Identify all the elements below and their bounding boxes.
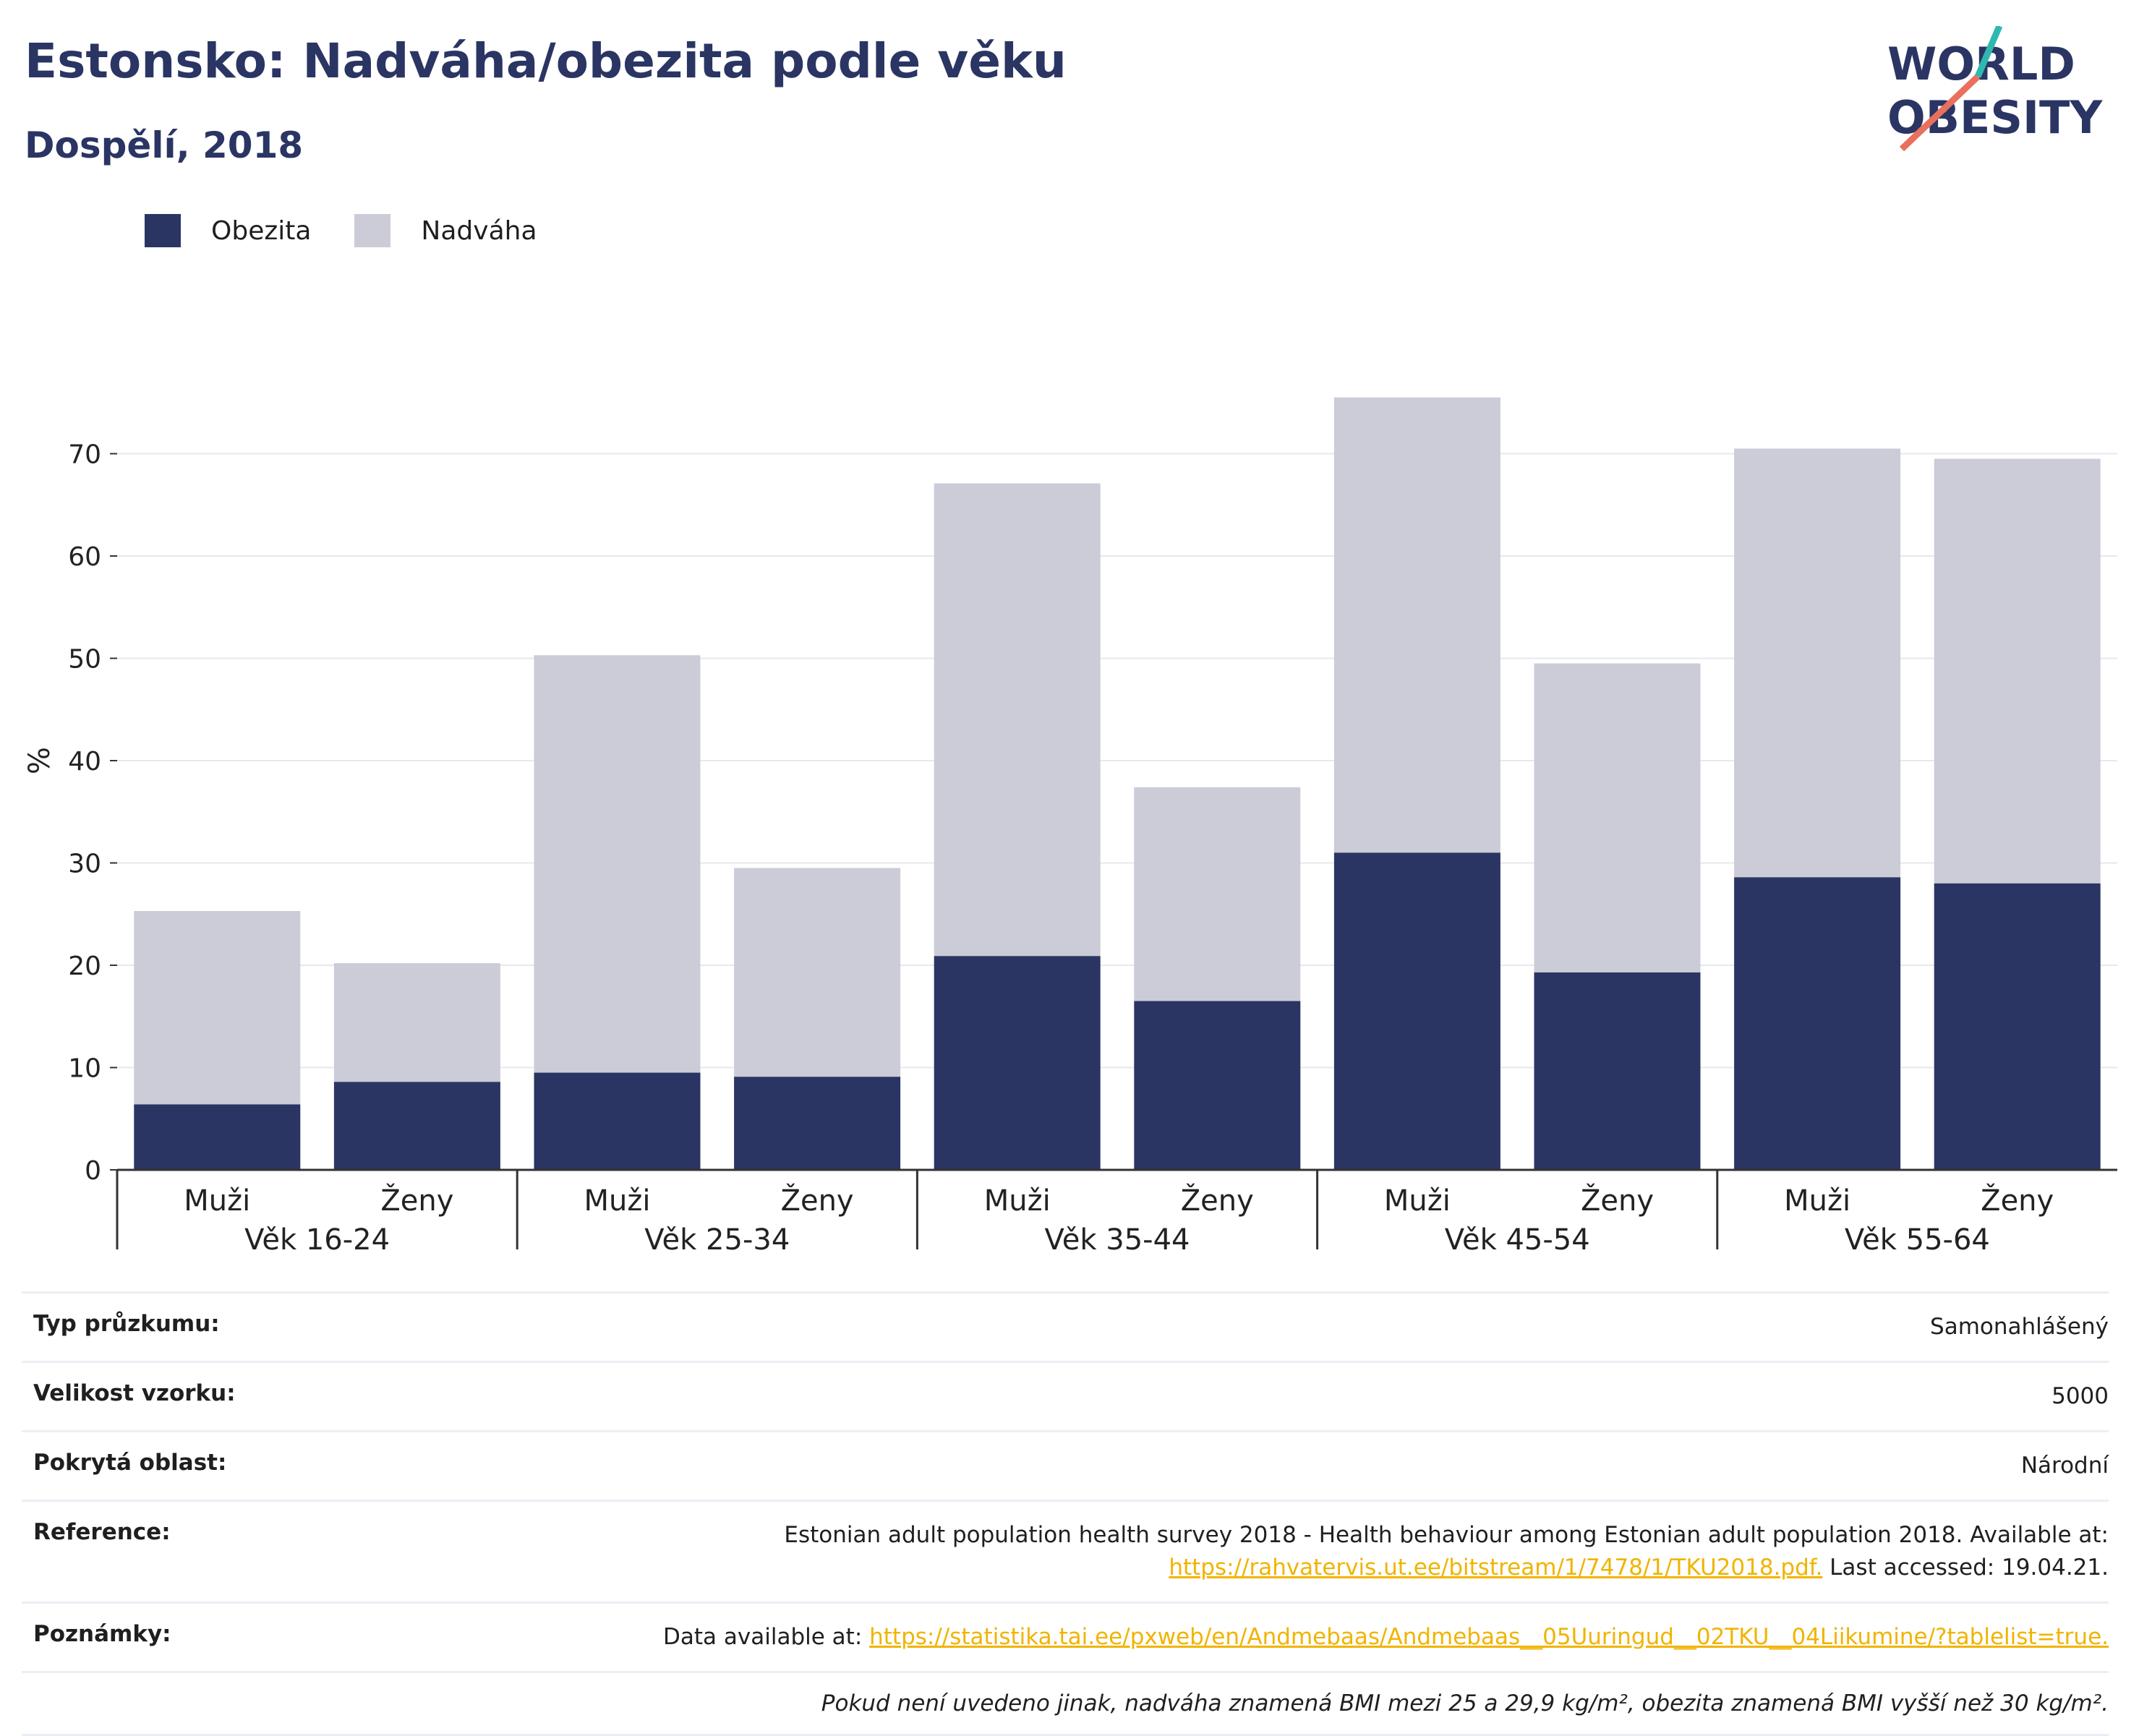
bar-overweight <box>1134 787 1301 1001</box>
bar-overweight <box>1734 448 1901 878</box>
y-tick-label: 10 <box>68 1054 101 1084</box>
x-category-label: Muži <box>1784 1184 1850 1218</box>
x-group-label: Věk 35-44 <box>1045 1223 1190 1257</box>
meta-row-notes: Poznámky: Data available at: https://sta… <box>22 1601 2109 1671</box>
meta-label: Poznámky: <box>33 1620 171 1647</box>
meta-value-notes: Data available at: https://statistika.ta… <box>663 1621 2109 1654</box>
bar-obesity <box>1134 1001 1301 1170</box>
x-category-label: Muži <box>984 1184 1051 1218</box>
meta-row-area: Pokrytá oblast: Národní <box>22 1429 2109 1500</box>
bar-overweight <box>333 963 500 1082</box>
legend-item-obesity[interactable]: Obezita <box>145 214 311 247</box>
bar-chart: 0 10 20 30 40 50 60 70% Muži Ženy Muži Ženy Muži Ženy… <box>23 397 2117 1257</box>
bar-obesity <box>1934 883 2101 1170</box>
y-tick-label: 0 <box>85 1156 101 1186</box>
bar-obesity <box>934 956 1101 1170</box>
notes-link[interactable]: https://statistika.tai.ee/pxweb/en/Andme… <box>869 1623 2109 1650</box>
meta-row-reference: Reference: Estonian adult population hea… <box>22 1499 2109 1602</box>
bar-obesity <box>1333 852 1500 1170</box>
legend: Obezita Nadváha <box>145 214 581 247</box>
y-tick-label: 50 <box>68 645 101 675</box>
y-tick-label: 70 <box>68 440 101 470</box>
x-group-label: Věk 45-54 <box>1445 1223 1590 1257</box>
bar-obesity <box>1734 877 1901 1170</box>
meta-value: Národní <box>2020 1452 2109 1479</box>
x-group-label: Věk 55-64 <box>1845 1223 1990 1257</box>
legend-swatch-overweight <box>354 214 391 247</box>
bar-overweight <box>734 868 901 1077</box>
x-category-label: Muži <box>184 1184 250 1218</box>
world-obesity-logo: WORLD OBESITY <box>1887 26 2103 152</box>
reference-text: Estonian adult population health survey … <box>784 1521 2109 1548</box>
bar-obesity <box>134 1104 301 1170</box>
meta-label: Typ průzkumu: <box>33 1311 220 1337</box>
x-group-label: Věk 25-34 <box>644 1223 790 1257</box>
reference-link[interactable]: https://rahvatervis.ut.ee/bitstream/1/74… <box>1169 1554 1823 1581</box>
meta-label: Velikost vzorku: <box>33 1380 236 1406</box>
chart-subtitle: Dospělí, 2018 <box>25 124 304 166</box>
meta-value: Samonahlášený <box>1930 1314 2109 1340</box>
logo-stroke-teal <box>1974 26 2003 78</box>
footnote: Pokud není uvedeno jinak, nadváha znamen… <box>821 1690 2109 1716</box>
x-group-label: Věk 16-24 <box>244 1223 390 1257</box>
chart-title: Estonsko: Nadváha/obezita podle věku <box>25 33 1067 89</box>
bar-overweight <box>1934 458 2101 884</box>
bar-obesity <box>534 1072 701 1170</box>
x-category-label: Ženy <box>781 1183 854 1218</box>
x-category-label: Ženy <box>1581 1183 1654 1218</box>
bar-overweight <box>534 655 701 1073</box>
bar-obesity <box>734 1077 901 1170</box>
x-category-label: Muži <box>584 1184 651 1218</box>
bar-overweight <box>934 483 1101 957</box>
meta-row-footnote: Pokud není uvedeno jinak, nadváha znamen… <box>22 1670 2109 1736</box>
y-axis-label: % <box>23 747 56 774</box>
x-category-label: Muži <box>1384 1184 1451 1218</box>
meta-row-sample-size: Velikost vzorku: 5000 <box>22 1360 2109 1430</box>
bar-overweight <box>1333 397 1500 853</box>
meta-row-survey-type: Typ průzkumu: Samonahlášený <box>22 1291 2109 1361</box>
notes-text: Data available at: <box>663 1623 870 1650</box>
meta-value: 5000 <box>2052 1382 2109 1409</box>
meta-label: Reference: <box>33 1518 171 1545</box>
meta-value-reference: Estonian adult population health survey … <box>784 1519 2109 1584</box>
legend-label-obesity: Obezita <box>211 215 312 246</box>
bar-obesity <box>333 1082 500 1170</box>
y-tick-label: 60 <box>68 542 101 572</box>
reference-accessed: Last accessed: 19.04.21. <box>1822 1554 2109 1581</box>
logo-stroke-coral <box>1899 74 1981 152</box>
legend-label-overweight: Nadváha <box>421 215 537 246</box>
x-category-label: Ženy <box>380 1183 453 1218</box>
bar-obesity <box>1534 972 1701 1170</box>
bar-overweight <box>1534 663 1701 972</box>
meta-label: Pokrytá oblast: <box>33 1449 227 1476</box>
x-category-label: Ženy <box>1181 1183 1254 1218</box>
survey-metadata: Typ průzkumu: Samonahlášený Velikost vzo… <box>22 1291 2109 1736</box>
bar-overweight <box>134 911 301 1105</box>
y-tick-label: 20 <box>68 952 101 981</box>
logo-line2: OBESITY <box>1887 91 2103 144</box>
legend-item-overweight[interactable]: Nadváha <box>354 214 537 247</box>
legend-swatch-obesity <box>145 214 181 247</box>
y-tick-label: 30 <box>68 850 101 879</box>
x-category-label: Ženy <box>1981 1183 2054 1218</box>
y-tick-label: 40 <box>68 747 101 777</box>
